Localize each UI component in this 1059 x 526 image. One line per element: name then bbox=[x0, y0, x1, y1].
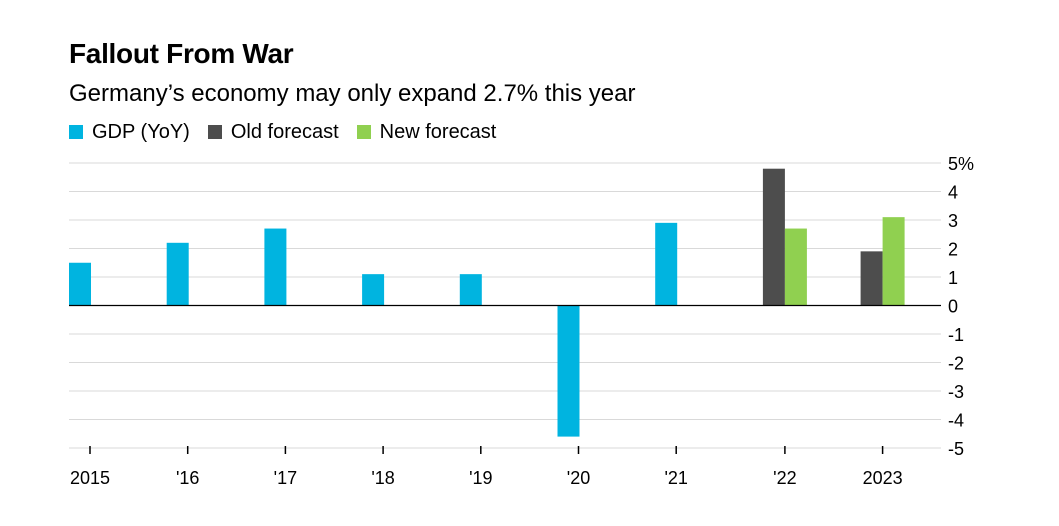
y-tick-label: 3 bbox=[948, 211, 958, 231]
gdp-bar bbox=[69, 262, 91, 306]
legend-item-gdp: GDP (YoY) bbox=[69, 121, 190, 144]
x-tick-label: '17 bbox=[274, 468, 297, 488]
y-tick-label: -2 bbox=[948, 354, 964, 374]
legend-swatch-new-forecast bbox=[356, 125, 371, 139]
y-tick-label: 1 bbox=[948, 268, 958, 288]
x-tick-label: '22 bbox=[773, 468, 796, 488]
new-forecast-bar bbox=[784, 228, 807, 306]
gridlines bbox=[69, 162, 941, 449]
gdp-bar bbox=[264, 228, 287, 306]
legend: GDP (YoY) Old forecast New forecast bbox=[69, 120, 514, 144]
chart-title: Fallout From War bbox=[69, 38, 294, 69]
gdp-bar bbox=[459, 274, 482, 306]
y-tick-label: 0 bbox=[948, 297, 958, 317]
bars bbox=[69, 168, 905, 437]
old-forecast-bar bbox=[762, 168, 785, 306]
old-forecast-bar bbox=[860, 251, 883, 306]
y-tick-label: 5% bbox=[948, 154, 974, 174]
x-axis: 2015 '16 '17 '18 '19 '20 '21 '22 2023 bbox=[70, 446, 903, 488]
legend-label-gdp: GDP (YoY) bbox=[92, 120, 190, 143]
y-tick-label: 4 bbox=[948, 183, 958, 203]
x-tick-label: '19 bbox=[469, 468, 492, 488]
x-tick-label: 2023 bbox=[863, 468, 903, 488]
y-tick-label: -3 bbox=[948, 382, 964, 402]
legend-label-old-forecast: Old forecast bbox=[230, 120, 339, 143]
new-forecast-bar bbox=[882, 217, 905, 306]
chart-subtitle: Germany’s economy may only expand 2.7% t… bbox=[69, 80, 636, 107]
y-tick-label: -4 bbox=[948, 411, 964, 431]
y-tick-label: 2 bbox=[948, 240, 958, 260]
y-tick-labels: 5% 4 3 2 1 0 -1 -2 -3 -4 -5 bbox=[948, 154, 974, 459]
gdp-bar bbox=[362, 274, 385, 306]
x-tick-label: '20 bbox=[567, 468, 590, 488]
legend-label-new-forecast: New forecast bbox=[379, 120, 497, 143]
legend-item-new-forecast: New forecast bbox=[356, 120, 497, 144]
legend-item-old-forecast: Old forecast bbox=[207, 120, 339, 144]
x-tick-label: 2015 bbox=[70, 468, 110, 488]
x-tick-label: '16 bbox=[176, 468, 199, 488]
y-tick-label: -1 bbox=[948, 325, 964, 345]
gdp-bar bbox=[166, 242, 189, 306]
gdp-bar bbox=[655, 222, 678, 306]
x-tick-label: '21 bbox=[664, 468, 687, 488]
y-tick-label: -5 bbox=[948, 439, 964, 459]
legend-swatch-gdp bbox=[69, 125, 83, 139]
x-tick-label: '18 bbox=[371, 468, 394, 488]
legend-swatch-old-forecast bbox=[207, 125, 222, 139]
gdp-bar bbox=[557, 305, 580, 437]
